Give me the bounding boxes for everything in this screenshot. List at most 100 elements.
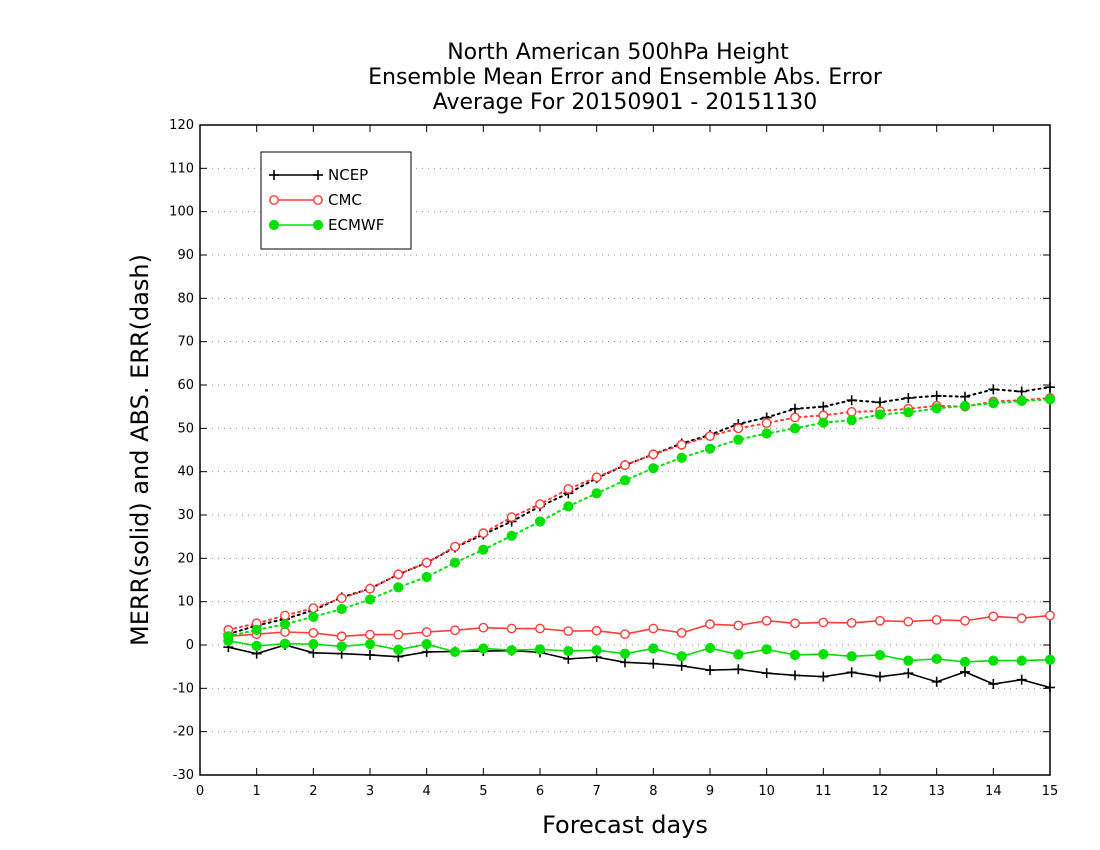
data-point: [790, 412, 800, 423]
x-tick-label: 10: [758, 784, 775, 799]
data-point: [931, 653, 942, 664]
y-tick-label: 0: [186, 638, 194, 653]
x-tick-label: 9: [706, 784, 714, 799]
data-point: [761, 644, 772, 655]
data-point: [336, 593, 347, 604]
data-point: [279, 619, 291, 630]
data-point: [676, 452, 687, 463]
data-point: [563, 645, 574, 657]
x-tick-label: 2: [309, 784, 317, 799]
y-tick-label: 100: [169, 205, 194, 220]
x-tick-label: 8: [649, 784, 657, 799]
data-point: [563, 484, 574, 494]
data-point: [251, 624, 262, 635]
data-point: [846, 406, 857, 417]
data-point: [874, 409, 886, 420]
data-point: [704, 642, 716, 654]
data-point: [506, 512, 517, 523]
data-point: [988, 398, 999, 409]
y-tick-label: 90: [177, 248, 194, 263]
data-point: [365, 629, 375, 640]
data-point: [733, 649, 744, 660]
data-point: [818, 617, 829, 628]
data-point: [620, 657, 630, 668]
data-point: [478, 528, 489, 539]
data-point: [280, 610, 290, 621]
data-point: [988, 384, 999, 395]
data-point: [313, 195, 323, 205]
data-point: [269, 195, 279, 205]
legend-item-ecmwf: ECMWF: [268, 216, 384, 234]
data-point: [620, 629, 630, 640]
data-point: [534, 516, 546, 527]
y-tick-label: -30: [173, 768, 194, 783]
x-tick-label: 6: [536, 784, 544, 799]
data-point: [506, 645, 517, 656]
y-tick-label: 40: [177, 465, 194, 480]
data-point: [365, 583, 375, 594]
x-tick-label: 3: [366, 784, 374, 799]
data-point: [875, 615, 885, 626]
data-point: [903, 393, 914, 403]
data-point: [960, 615, 970, 626]
data-point: [223, 635, 234, 646]
x-tick-label: 5: [479, 784, 487, 799]
data-point: [874, 649, 886, 661]
legend-item-cmc: CMC: [269, 191, 362, 209]
data-point: [959, 400, 971, 411]
data-point: [364, 639, 376, 650]
data-point: [308, 611, 319, 622]
data-point: [846, 395, 857, 406]
data-point: [620, 460, 630, 471]
data-point: [1016, 395, 1027, 407]
data-point: [1016, 386, 1027, 397]
data-point: [421, 627, 432, 637]
series-ecmwf: [223, 394, 1056, 668]
data-point: [534, 644, 546, 655]
data-point: [846, 651, 857, 662]
data-point: [903, 616, 914, 627]
data-point: [676, 627, 687, 638]
legend-label: ECMWF: [328, 216, 384, 234]
data-point: [931, 403, 942, 414]
data-point: [676, 651, 687, 662]
data-point: [1016, 655, 1027, 666]
data-point: [1044, 394, 1056, 405]
y-tick-label: 70: [177, 335, 194, 350]
data-point: [478, 622, 489, 633]
data-point: [648, 658, 659, 669]
data-point: [449, 646, 461, 658]
data-point: [336, 631, 347, 642]
data-point: [308, 603, 319, 614]
data-point: [279, 638, 291, 649]
data-point: [818, 671, 829, 682]
x-tick-label: 1: [253, 784, 261, 799]
data-point: [591, 488, 602, 499]
data-point: [619, 475, 631, 486]
data-point: [269, 170, 279, 180]
x-tick-label: 15: [1042, 784, 1059, 799]
data-point: [563, 501, 574, 512]
data-point: [648, 623, 659, 634]
data-point: [591, 625, 602, 636]
data-point: [931, 614, 942, 625]
data-point: [648, 449, 659, 460]
data-point: [535, 623, 545, 634]
data-point: [478, 544, 489, 555]
legend-label: NCEP: [328, 166, 368, 184]
legend: NCEP CMC ECMWF: [260, 151, 412, 250]
data-point: [393, 644, 404, 655]
data-point: [761, 668, 772, 679]
x-tick-label: 4: [423, 784, 431, 799]
data-point: [960, 666, 970, 677]
x-tick-label: 11: [815, 784, 832, 799]
data-point: [789, 649, 801, 661]
data-point: [733, 434, 744, 445]
data-point: [988, 655, 999, 666]
data-point: [789, 423, 801, 434]
y-tick-label: 120: [169, 118, 194, 133]
y-tick-label: 20: [177, 551, 194, 566]
y-tick-label: 60: [177, 378, 194, 393]
data-point: [336, 603, 347, 615]
data-point: [875, 397, 885, 408]
